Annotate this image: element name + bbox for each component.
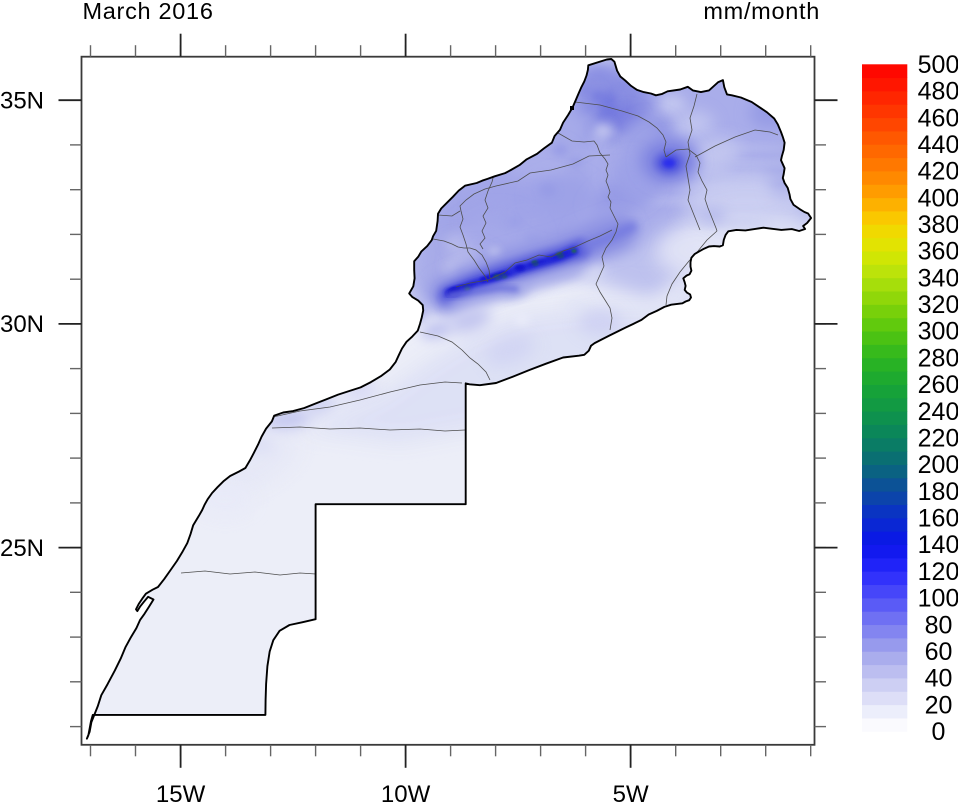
svg-text:35N: 35N xyxy=(0,88,44,115)
svg-text:30N: 30N xyxy=(0,311,44,338)
svg-text:20: 20 xyxy=(925,691,953,719)
svg-text:180: 180 xyxy=(918,478,958,506)
svg-text:160: 160 xyxy=(918,505,958,533)
svg-text:360: 360 xyxy=(918,238,958,266)
svg-text:5W: 5W xyxy=(613,781,649,803)
svg-text:200: 200 xyxy=(918,451,958,479)
svg-text:380: 380 xyxy=(918,211,958,239)
svg-text:25N: 25N xyxy=(0,535,44,562)
svg-text:100: 100 xyxy=(918,585,958,613)
svg-text:0: 0 xyxy=(932,718,946,746)
svg-text:mm/month: mm/month xyxy=(703,0,820,24)
svg-text:400: 400 xyxy=(918,184,958,212)
svg-text:280: 280 xyxy=(918,344,958,372)
svg-text:260: 260 xyxy=(918,371,958,399)
svg-text:320: 320 xyxy=(918,291,958,319)
svg-text:480: 480 xyxy=(918,78,958,106)
svg-text:140: 140 xyxy=(918,531,958,559)
svg-text:420: 420 xyxy=(918,158,958,186)
svg-text:300: 300 xyxy=(918,318,958,346)
svg-text:340: 340 xyxy=(918,264,958,292)
svg-text:500: 500 xyxy=(918,51,958,79)
svg-text:15W: 15W xyxy=(156,781,206,803)
svg-text:80: 80 xyxy=(925,611,953,639)
svg-text:440: 440 xyxy=(918,131,958,159)
svg-text:10W: 10W xyxy=(381,781,431,803)
svg-text:March 2016: March 2016 xyxy=(83,0,214,24)
svg-text:240: 240 xyxy=(918,398,958,426)
svg-text:60: 60 xyxy=(925,638,953,666)
svg-text:120: 120 xyxy=(918,558,958,586)
svg-text:220: 220 xyxy=(918,425,958,453)
svg-text:40: 40 xyxy=(925,665,953,693)
svg-text:460: 460 xyxy=(918,104,958,132)
